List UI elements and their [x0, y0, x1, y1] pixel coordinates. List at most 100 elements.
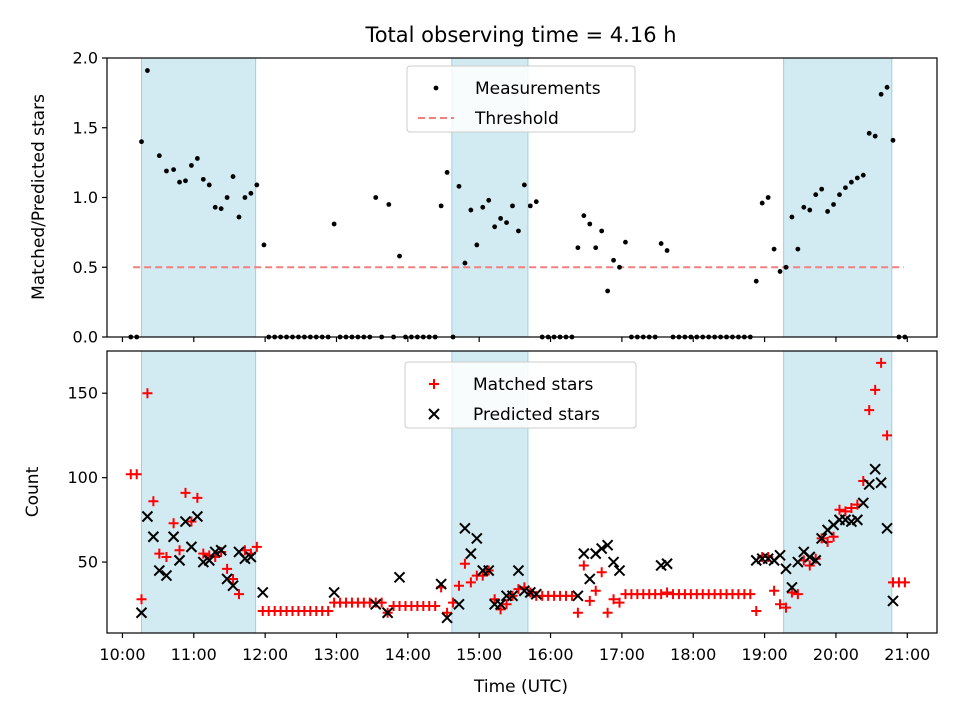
measurement-point	[242, 195, 248, 200]
matched-stars-point	[216, 546, 227, 557]
measurement-point	[373, 195, 379, 200]
measurement-point	[527, 203, 533, 209]
measurement-point	[807, 207, 813, 213]
matched-stars-point	[222, 563, 233, 574]
matched-stars-point	[161, 552, 172, 563]
x-tick-label: 18:00	[670, 645, 716, 664]
predicted-stars-point	[494, 598, 507, 611]
predicted-stars-point	[661, 558, 673, 570]
measurement-point	[468, 207, 474, 213]
bottom-shaded-span	[140, 350, 257, 634]
matched-stars-point	[154, 548, 165, 559]
predicted-stars-point	[141, 510, 154, 523]
measurement-point	[890, 137, 896, 143]
predicted-stars-point	[804, 551, 816, 563]
measurement-point	[884, 84, 890, 90]
predicted-stars-point	[792, 556, 804, 568]
x-tick-label: 20:00	[813, 645, 859, 664]
matched-stars-point	[840, 506, 851, 517]
measurement-point	[533, 199, 539, 205]
predicted-stars-point	[869, 463, 881, 475]
x-axis-label: Time (UTC)	[473, 677, 568, 697]
bottom-y-tick-label: 150	[67, 384, 98, 403]
measurement-point	[248, 190, 254, 196]
legend-measurements-marker	[433, 85, 439, 91]
predicted-stars-point	[215, 544, 227, 556]
measurement-point	[831, 202, 836, 207]
predicted-stars-point	[471, 532, 483, 545]
predicted-stars-point	[881, 522, 893, 535]
measurement-point	[510, 203, 515, 209]
matched-stars-point	[186, 516, 197, 527]
predicted-stars-point	[595, 542, 608, 555]
x-tick-label: 14:00	[385, 645, 431, 664]
matched-stars-point	[228, 573, 239, 584]
matched-stars-point	[775, 599, 786, 610]
matched-stars-point	[495, 604, 506, 615]
predicted-stars-point	[578, 547, 590, 560]
predicted-stars-point	[774, 549, 786, 562]
predicted-stars-point	[328, 586, 340, 599]
matched-stars-point	[136, 594, 147, 605]
measurement-point	[765, 195, 771, 200]
matched-stars-point	[899, 577, 910, 588]
measurement-point	[581, 213, 587, 219]
x-tick-label: 17:00	[599, 645, 645, 664]
measurement-point	[575, 245, 581, 251]
matched-stars-point	[192, 492, 203, 503]
measurement-point	[516, 228, 521, 234]
predicted-stars-point	[613, 564, 626, 577]
x-tick-label: 10:00	[99, 645, 145, 664]
matched-stars-point	[864, 405, 875, 416]
matched-stars-point	[453, 580, 464, 591]
measurement-point	[837, 192, 842, 198]
predicted-stars-point	[459, 522, 471, 535]
legend-predicted-marker	[428, 408, 440, 420]
measurement-point	[759, 200, 765, 206]
measurement-point	[789, 214, 795, 220]
measurement-point	[139, 139, 144, 145]
measurement-point	[171, 167, 176, 173]
predicted-stars-point	[173, 554, 186, 567]
measurement-point	[843, 185, 848, 191]
predicted-stars-point	[857, 497, 869, 509]
measurement-point	[474, 242, 480, 248]
matched-stars-point	[142, 388, 153, 399]
measurement-point	[206, 182, 212, 188]
top-shaded-span	[783, 57, 893, 338]
predicted-stars-point	[506, 590, 519, 602]
matched-stars-point	[870, 384, 881, 395]
matched-stars-point	[828, 531, 839, 542]
matched-stars-point	[769, 585, 780, 596]
measurement-point	[224, 195, 230, 200]
matched-stars-point	[168, 518, 179, 529]
top-panel: 0.0 0.5 1.0 1.5 2.0 Measurements Threshold	[73, 49, 938, 347]
matched-stars-point	[131, 469, 142, 480]
predicted-stars-point	[185, 541, 198, 553]
top-shaded-span	[140, 57, 257, 338]
predicted-stars-point	[887, 595, 899, 607]
x-tick-label: 19:00	[742, 645, 788, 664]
measurement-point	[866, 130, 872, 136]
predicted-stars-point	[370, 598, 382, 611]
measurement-point	[854, 175, 860, 181]
measurement-point	[331, 221, 337, 227]
predicted-stars-point	[147, 531, 160, 543]
matched-stars-point	[596, 567, 607, 578]
predicted-stars-point	[135, 607, 148, 619]
matched-stars-point	[608, 594, 619, 605]
measurement-point	[848, 179, 854, 185]
measurement-point	[593, 245, 599, 251]
measurement-point	[177, 179, 182, 185]
top-y-tick-label: 1.0	[73, 188, 98, 207]
measurement-point	[456, 183, 462, 189]
matched-stars-point	[804, 560, 815, 571]
x-tick-label: 15:00	[456, 645, 502, 664]
measurement-point	[444, 169, 450, 175]
predicted-stars-point	[875, 477, 887, 489]
bottom-legend-label: Matched stars	[473, 375, 593, 395]
measurement-point	[486, 197, 492, 203]
predicted-stars-point	[512, 564, 525, 577]
matched-stars-point	[662, 587, 673, 598]
top-y-tick-label: 2.0	[73, 49, 98, 68]
